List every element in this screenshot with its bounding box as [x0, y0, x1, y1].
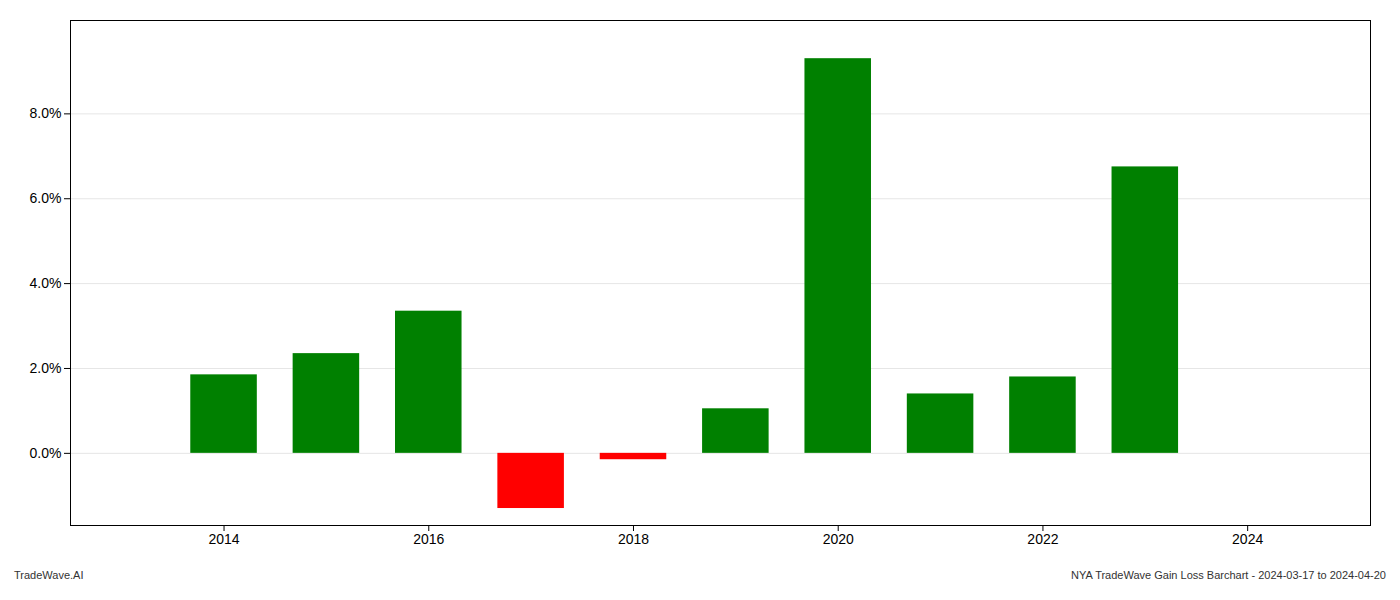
svg-text:2.0%: 2.0% — [30, 360, 62, 376]
svg-text:8.0%: 8.0% — [30, 105, 62, 121]
svg-text:2016: 2016 — [413, 531, 444, 547]
html-text:NYA TradeWave Gain Loss Barcha: NYA TradeWave Gain Loss Barchart - 2024-… — [1071, 569, 1386, 581]
svg-text:2018: 2018 — [618, 531, 649, 547]
html-text:TradeWave.AI: TradeWave.AI — [14, 569, 84, 581]
svg-text:6.0%: 6.0% — [30, 190, 62, 206]
svg-text:2024: 2024 — [1232, 531, 1263, 547]
svg-text:4.0%: 4.0% — [30, 275, 62, 291]
svg-text:2022: 2022 — [1027, 531, 1058, 547]
svg-text:0.0%: 0.0% — [30, 445, 62, 461]
svg-text:2020: 2020 — [823, 531, 854, 547]
svg-text:2014: 2014 — [208, 531, 239, 547]
